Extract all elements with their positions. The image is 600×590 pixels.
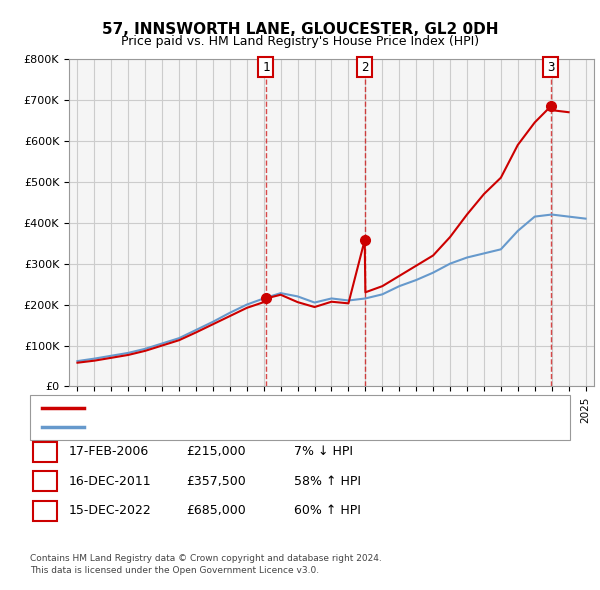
Text: £685,000: £685,000	[186, 504, 246, 517]
Text: Price paid vs. HM Land Registry's House Price Index (HPI): Price paid vs. HM Land Registry's House …	[121, 35, 479, 48]
Text: 17-FEB-2006: 17-FEB-2006	[69, 445, 149, 458]
Text: 1: 1	[41, 445, 49, 458]
Text: 57, INNSWORTH LANE, GLOUCESTER, GL2 0DH (detached house): 57, INNSWORTH LANE, GLOUCESTER, GL2 0DH …	[90, 403, 428, 412]
Text: 7% ↓ HPI: 7% ↓ HPI	[294, 445, 353, 458]
Text: £357,500: £357,500	[186, 475, 246, 488]
Text: Contains HM Land Registry data © Crown copyright and database right 2024.
This d: Contains HM Land Registry data © Crown c…	[30, 555, 382, 575]
Text: 3: 3	[547, 61, 555, 74]
Text: 15-DEC-2022: 15-DEC-2022	[69, 504, 152, 517]
Text: 1: 1	[262, 61, 270, 74]
Text: 60% ↑ HPI: 60% ↑ HPI	[294, 504, 361, 517]
Text: 58% ↑ HPI: 58% ↑ HPI	[294, 475, 361, 488]
Text: 57, INNSWORTH LANE, GLOUCESTER, GL2 0DH: 57, INNSWORTH LANE, GLOUCESTER, GL2 0DH	[102, 22, 498, 37]
Text: 16-DEC-2011: 16-DEC-2011	[69, 475, 152, 488]
Text: 3: 3	[41, 504, 49, 517]
Text: £215,000: £215,000	[186, 445, 245, 458]
Text: 2: 2	[41, 475, 49, 488]
Text: HPI: Average price, detached house, Gloucester: HPI: Average price, detached house, Glou…	[90, 422, 340, 432]
Text: 2: 2	[361, 61, 368, 74]
